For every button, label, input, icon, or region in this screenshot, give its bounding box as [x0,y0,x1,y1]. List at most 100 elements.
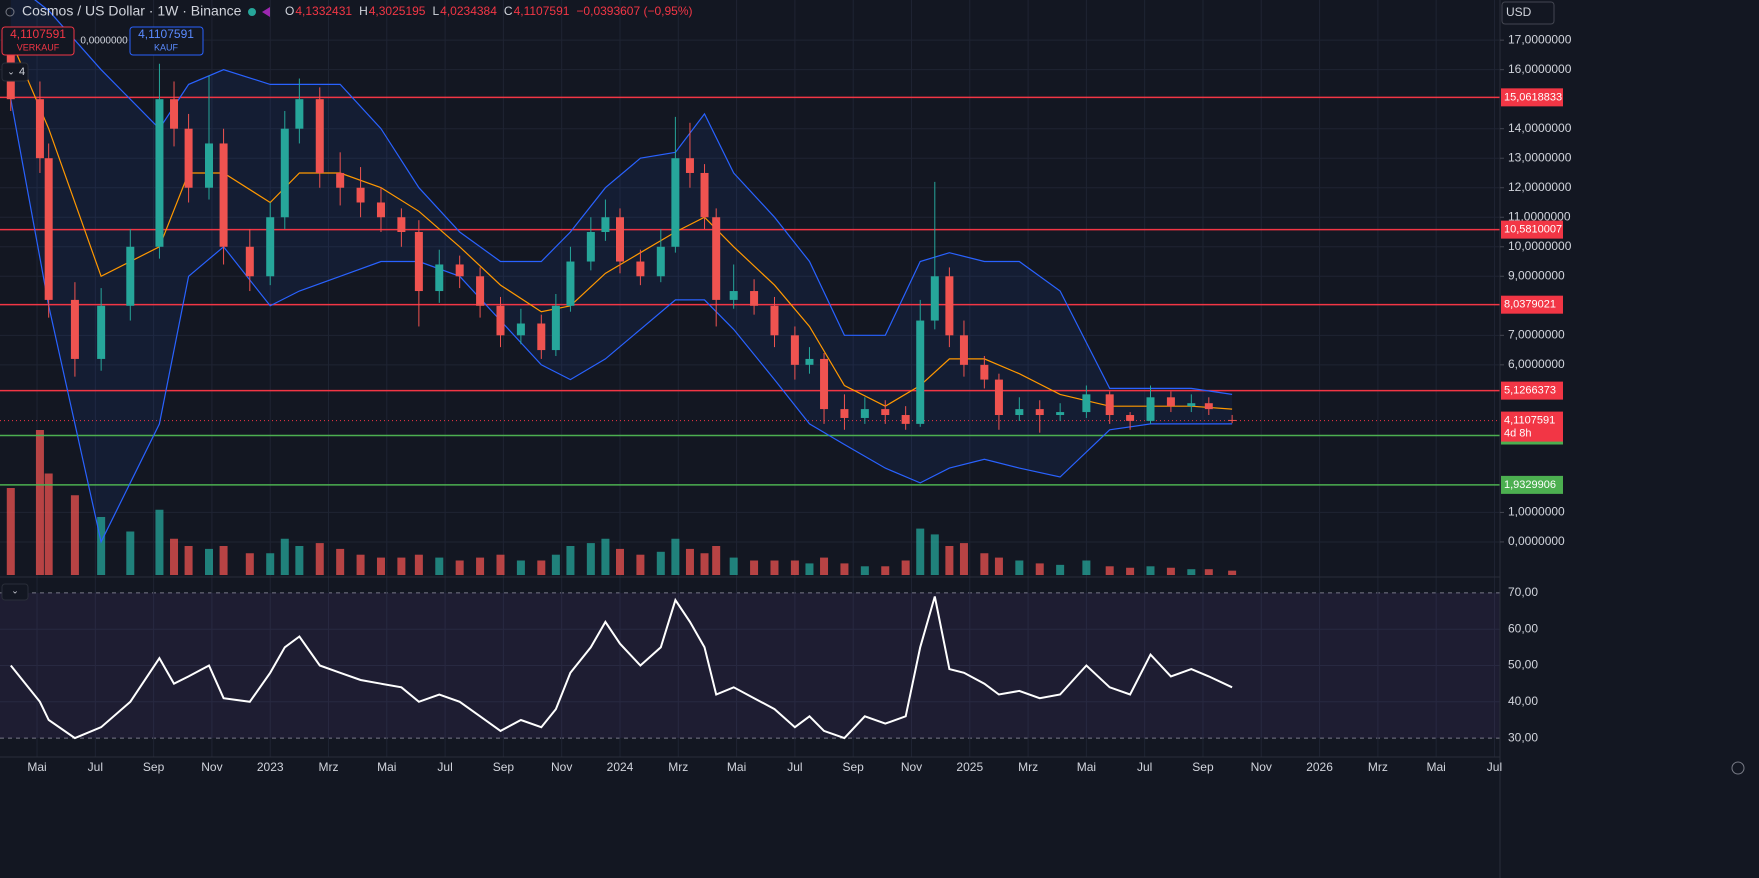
spread: 0,0000000 [80,36,128,47]
volume-bar [155,509,164,575]
x-tick-label: Jul [437,760,452,774]
candle-body [790,335,799,365]
indicators-count: 4 [19,66,25,78]
sell-button[interactable] [1,26,75,56]
volume-bar [700,553,709,575]
candle-body [840,409,849,418]
candle-body [685,158,694,173]
level-label: 8,0379021 [1504,299,1556,311]
rsi-toggle[interactable] [1,583,29,601]
candle-body [397,217,406,233]
volume-bar [601,538,610,575]
volume-bar [930,534,939,575]
candle-body [860,409,869,418]
level-label: 1,9329906 [1504,479,1556,491]
candle-body [170,99,179,129]
candles-layer [6,28,1237,433]
level-label-box [1501,295,1563,314]
x-tick-label: Sep [493,760,515,774]
volume-bar [44,473,53,575]
y-tick-label: 9,0000000 [1508,268,1565,282]
volume-bar [881,566,890,575]
candle-body [435,264,444,292]
ohlc-value: 4,3025195 [369,4,426,18]
candle-body [537,323,546,351]
candle-body [1015,409,1024,416]
candle-body [930,276,939,321]
volume-bar [1056,564,1065,575]
indicators-toggle[interactable] [1,62,29,82]
volume-bar [204,548,213,575]
candle-body [901,415,910,424]
candle-body [750,291,759,306]
y-tick-label: 11,0000000 [1508,209,1571,223]
volume-bar [551,554,560,575]
volume-bar [70,495,79,575]
volume-bar [566,546,575,575]
x-tick-label: Jul [1137,760,1152,774]
candle-body [1126,415,1135,421]
candle-body [1056,412,1065,416]
candle-body [455,264,464,277]
settings-icon[interactable] [1731,761,1745,775]
volume-bar [336,548,345,575]
candle-body [820,358,829,410]
y-tick-label: 0,0000000 [1508,534,1565,548]
candle-body [336,172,345,188]
axis-layer: 0,0000000 1,0000000 6,0000000 7,0000000 9,00… [27,32,1571,774]
volume-bar [671,538,680,575]
candle-body [700,172,709,218]
currency-button[interactable] [1501,1,1555,25]
volume-bar [6,488,15,575]
candle-body [126,246,135,306]
ohlc-key: C [504,4,513,18]
volume-bar [97,517,106,575]
x-tick-label: Jul [787,760,802,774]
volume-bar [537,560,546,575]
ohlc-value: 4,0234384 [440,4,497,18]
volume-bar [1204,569,1213,575]
x-tick-label: Mrz [1368,760,1388,774]
y-tick-label: 12,0000000 [1508,180,1572,194]
candle-body [1105,394,1114,416]
volume-bar [994,557,1003,575]
volume-bar [840,563,849,575]
level-label: 15,0618833 [1504,91,1562,103]
x-tick-label: 2026 [1306,760,1333,774]
candle-body [476,276,485,306]
volume-bar [170,538,179,575]
volume-bar [586,543,595,575]
y-tick-label: 7,0000000 [1508,327,1565,341]
candle-body [1035,409,1044,416]
chevron: ⌄ [11,585,19,595]
volume-bar [1105,566,1114,575]
volume-bar [805,563,814,575]
volume-bar [820,557,829,575]
x-tick-label: Jul [1487,760,1502,774]
candle-body [204,143,213,188]
last-price-box [1501,411,1563,442]
candle-body [1187,403,1196,407]
volume-bar [280,538,289,575]
band-upper [34,0,1233,395]
x-tick-label: Mrz [668,760,688,774]
chevron: ⌄ [7,66,15,76]
x-tick-label: Nov [901,760,922,774]
rsi-tick-label: 30,00 [1508,730,1538,744]
candle-body [219,143,228,247]
ohlc-key: L [432,4,439,18]
x-tick-label: Mrz [319,760,339,774]
y-tick-label: 13,0000000 [1508,150,1572,164]
level-label-box [1501,381,1563,400]
volume-bar [729,557,738,575]
candle-body [44,158,53,300]
x-tick-label: Sep [143,760,165,774]
volume-bar [397,557,406,575]
rsi-background [0,592,1500,739]
candle-body [805,358,814,365]
y-tick-label: 16,0000000 [1508,62,1572,76]
candle-body [516,323,525,336]
symbol-title[interactable]: Cosmos / US Dollar · 1W · Binance [22,3,242,19]
buy-button[interactable] [129,26,204,56]
